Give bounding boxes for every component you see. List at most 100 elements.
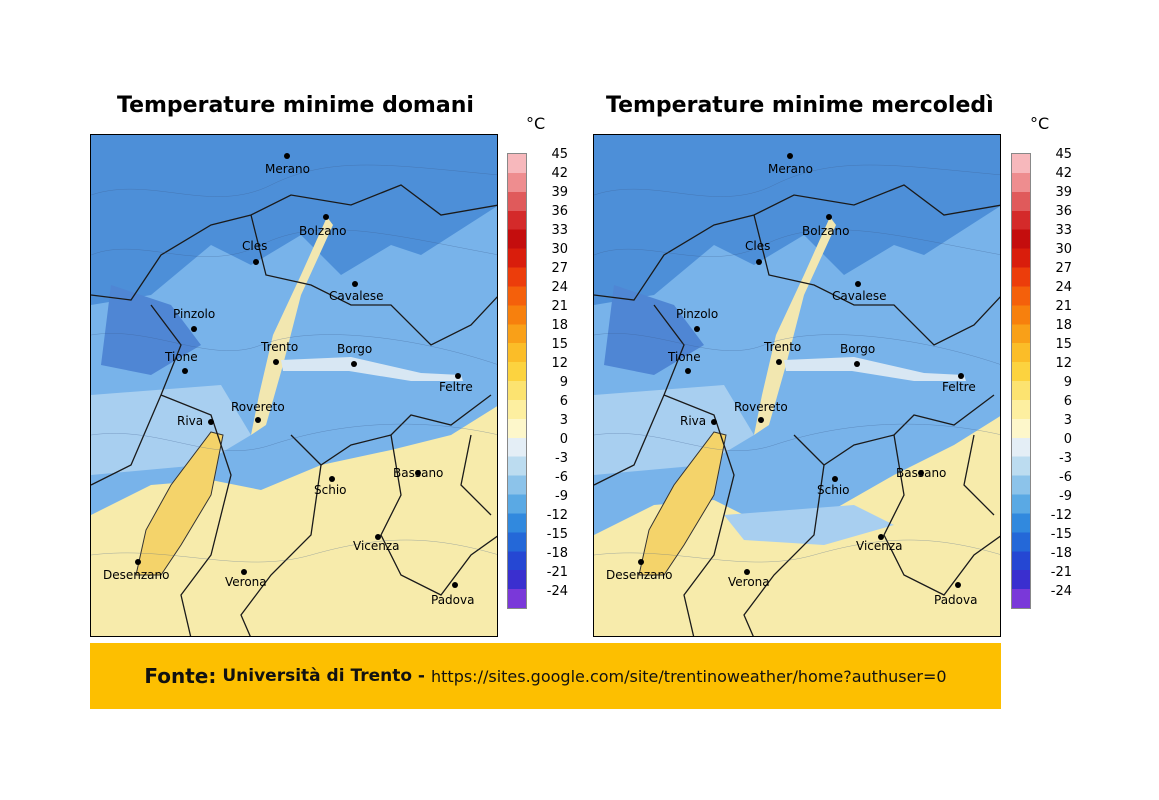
colorbar-labels-left: 45 42 39 36 33 30 27 24 21 18 15 12 9 6 3 0 -3 -6 -9 -12 -15… bbox=[528, 148, 568, 608]
city-marker bbox=[694, 326, 700, 332]
city-marker bbox=[455, 373, 461, 379]
city-label: Cles bbox=[242, 239, 267, 253]
adige-valley bbox=[754, 217, 836, 435]
colorbar-tick-label: 33 bbox=[1055, 223, 1072, 238]
city-label: Bassano bbox=[393, 466, 443, 480]
colorbar-tick-label: -18 bbox=[546, 546, 568, 561]
city-marker bbox=[329, 476, 335, 482]
colorbar-tick-label: -3 bbox=[1059, 451, 1072, 466]
colorbar-tick-label: 24 bbox=[551, 280, 568, 295]
city-label: Tione bbox=[164, 350, 198, 364]
colorbar-tick-label: 6 bbox=[559, 394, 568, 409]
colorbar-tick-label: 9 bbox=[559, 375, 568, 390]
city-label: Cles bbox=[745, 239, 770, 253]
border-line bbox=[594, 184, 1000, 301]
city-marker bbox=[351, 361, 357, 367]
colorbar-tick-label: 9 bbox=[1063, 375, 1072, 390]
city-marker bbox=[787, 153, 793, 159]
city-label: Borgo bbox=[840, 342, 875, 356]
colorbar-tick-label: 39 bbox=[1055, 185, 1072, 200]
lake-garda bbox=[135, 431, 224, 576]
colorbar-tick-label: 36 bbox=[1055, 204, 1072, 219]
colorbar-tick-label: 0 bbox=[559, 432, 568, 447]
map-title-right: Temperature minime mercoledì bbox=[606, 93, 994, 118]
city-marker bbox=[208, 419, 214, 425]
contour-line bbox=[91, 229, 497, 257]
valsugana-valley bbox=[784, 357, 966, 381]
city-marker bbox=[182, 368, 188, 374]
lake-garda bbox=[638, 431, 727, 576]
colorbar-tick-label: -9 bbox=[555, 489, 568, 504]
colorbar-tick-label: -12 bbox=[1050, 508, 1072, 523]
city-marker bbox=[375, 534, 381, 540]
city-label: Bolzano bbox=[299, 224, 347, 238]
cold-zone bbox=[91, 135, 497, 305]
colorbar-tick-label: 30 bbox=[551, 242, 568, 257]
border-line bbox=[883, 434, 1000, 596]
city-label: Feltre bbox=[439, 380, 473, 394]
contour-line bbox=[91, 164, 497, 197]
city-label: Vicenza bbox=[353, 539, 400, 553]
colorbar-tick-label: 39 bbox=[551, 185, 568, 200]
source-name: Università di Trento - bbox=[222, 666, 425, 686]
city-marker bbox=[253, 259, 259, 265]
city-marker bbox=[415, 470, 421, 476]
contour-line bbox=[594, 333, 1000, 365]
city-label: Riva bbox=[680, 414, 706, 428]
city-marker bbox=[744, 569, 750, 575]
city-label: Cavalese bbox=[329, 289, 384, 303]
colorbar-tick-label: 18 bbox=[1055, 318, 1072, 333]
map-title-left: Temperature minime domani bbox=[117, 93, 474, 118]
map-right: Merano Bolzano Cles Cavalese Pinzolo Trento Bo… bbox=[593, 134, 1001, 637]
source-label: Fonte: bbox=[144, 664, 217, 688]
contour-line bbox=[91, 333, 497, 365]
city-marker bbox=[756, 259, 762, 265]
city-marker bbox=[452, 582, 458, 588]
city-marker bbox=[878, 534, 884, 540]
city-marker bbox=[826, 214, 832, 220]
city-marker bbox=[918, 470, 924, 476]
city-label: Desenzano bbox=[606, 568, 672, 582]
colorbar-right bbox=[1011, 153, 1031, 609]
colorbar-tick-label: 18 bbox=[551, 318, 568, 333]
city-label: Verona bbox=[728, 575, 770, 589]
city-label: Vicenza bbox=[856, 539, 903, 553]
city-label: Desenzano bbox=[103, 568, 169, 582]
city-marker bbox=[241, 569, 247, 575]
colorbar-tick-label: 21 bbox=[1055, 299, 1072, 314]
city-label: Schio bbox=[817, 483, 850, 497]
city-marker bbox=[776, 359, 782, 365]
city-label: Cavalese bbox=[832, 289, 887, 303]
colorbar-tick-label: 45 bbox=[1055, 147, 1072, 162]
city-label: Trento bbox=[763, 340, 801, 354]
colorbar-tick-label: 12 bbox=[1055, 356, 1072, 371]
city-marker bbox=[352, 281, 358, 287]
colorbar-tick-label: -6 bbox=[1059, 470, 1072, 485]
source-url[interactable]: https://sites.google.com/site/trentinowe… bbox=[431, 666, 947, 686]
city-marker bbox=[758, 417, 764, 423]
border-line bbox=[743, 464, 825, 636]
colorbar-tick-label: 21 bbox=[551, 299, 568, 314]
city-marker bbox=[832, 476, 838, 482]
colorbar-tick-label: -24 bbox=[1050, 584, 1072, 599]
city-marker bbox=[273, 359, 279, 365]
contour-line bbox=[594, 164, 1000, 197]
colorbar-tick-label: 45 bbox=[551, 147, 568, 162]
colorbar-tick-label: -15 bbox=[1050, 527, 1072, 542]
city-label: Bassano bbox=[896, 466, 946, 480]
city-label: Pinzolo bbox=[173, 307, 215, 321]
city-label: Padova bbox=[934, 593, 977, 607]
city-label: Tione bbox=[667, 350, 701, 364]
colorbar-tick-label: 6 bbox=[1063, 394, 1072, 409]
cold-zone bbox=[594, 135, 1000, 305]
colorbar-tick-label: -21 bbox=[1050, 565, 1072, 580]
colorbar-tick-label: -18 bbox=[1050, 546, 1072, 561]
city-marker bbox=[855, 281, 861, 287]
contour-line bbox=[594, 229, 1000, 257]
city-marker bbox=[854, 361, 860, 367]
city-marker bbox=[323, 214, 329, 220]
colorbar-tick-label: 3 bbox=[1063, 413, 1072, 428]
colorbar-tick-label: -15 bbox=[546, 527, 568, 542]
city-label: Rovereto bbox=[231, 400, 285, 414]
cold-zone bbox=[604, 285, 704, 375]
